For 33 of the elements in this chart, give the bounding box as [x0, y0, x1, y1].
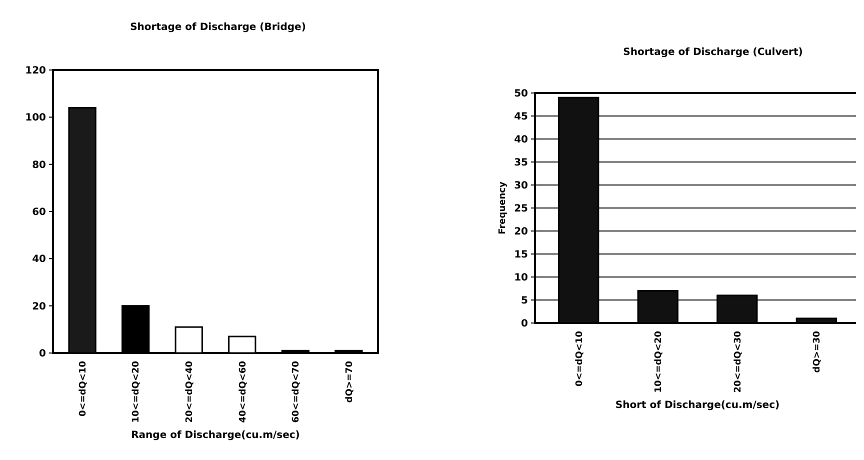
- x-tick-label: 0<=dQ<10: [78, 361, 88, 417]
- chart-title: Shortage of Discharge (Bridge): [130, 22, 306, 33]
- y-tick-label: 30: [514, 180, 528, 192]
- y-axis-title: Frequency: [498, 182, 508, 234]
- x-tick-label: 40<=dQ<60: [238, 361, 248, 423]
- x-tick-label: 20<=dQ<40: [185, 361, 196, 423]
- x-tick-label: 60<=dQ<70: [292, 361, 302, 423]
- y-tick-label: 0: [521, 318, 528, 330]
- x-axis-title: Short of Discharge(cu.m/sec): [615, 400, 780, 411]
- y-tick-label: 35: [514, 158, 528, 168]
- y-tick-label: 100: [25, 112, 46, 124]
- y-tick-label: 45: [514, 112, 528, 122]
- x-axis-title: Range of Discharge(cu.m/sec): [131, 430, 300, 441]
- y-tick-label: 10: [514, 272, 528, 284]
- y-tick-label: 120: [25, 66, 46, 76]
- chart-title: Shortage of Discharge (Culvert): [623, 47, 803, 58]
- x-tick-label: 10<=dQ<20: [654, 331, 664, 393]
- y-tick-label: 20: [32, 301, 46, 312]
- x-tick-label: dQ>=70: [344, 361, 355, 403]
- x-tick-label: 0<=dQ<10: [574, 331, 585, 387]
- y-tick-label: 60: [32, 207, 46, 218]
- y-tick-label: 5: [521, 296, 528, 306]
- y-tick-label: 20: [514, 226, 528, 238]
- y-tick-label: 25: [514, 204, 528, 214]
- x-tick-label: 10<=dQ<20: [132, 361, 142, 423]
- y-tick-label: 50: [514, 88, 528, 100]
- y-tick-label: 40: [514, 134, 528, 146]
- x-tick-label: 20<=dQ<30: [733, 331, 744, 393]
- y-tick-label: 15: [514, 250, 528, 260]
- y-tick-label: 0: [39, 348, 46, 360]
- x-tick-label: dQ>=30: [812, 331, 823, 373]
- y-tick-label: 40: [32, 254, 46, 266]
- y-tick-label: 80: [32, 160, 46, 171]
